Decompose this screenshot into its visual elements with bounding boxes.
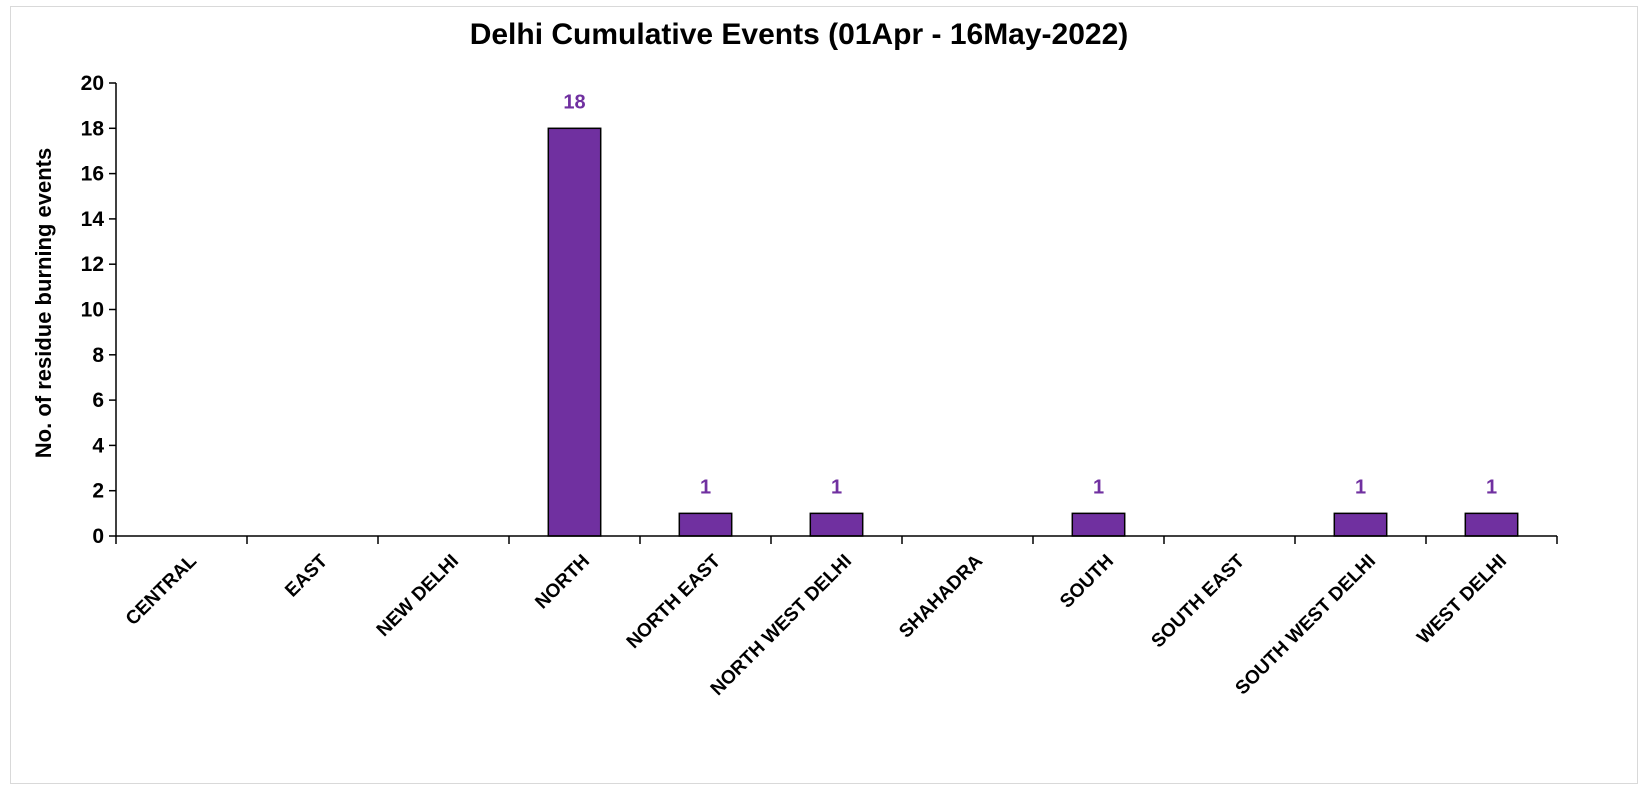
data-label: 1 [1486, 476, 1497, 498]
bar [1464, 512, 1519, 537]
y-tick-label: 16 [81, 163, 104, 186]
data-label: 1 [1355, 476, 1366, 498]
y-tick-label: 8 [92, 344, 104, 367]
x-tick-label: NORTH [531, 551, 594, 614]
x-tick-label: CENTRAL [122, 550, 201, 629]
chart-title: Delhi Cumulative Events (01Apr - 16May-2… [470, 18, 1129, 51]
y-tick-label: 18 [81, 117, 105, 140]
bar [809, 512, 864, 537]
bar [1333, 512, 1388, 537]
bar [547, 127, 602, 537]
bar [678, 512, 733, 537]
y-tick-label: 10 [81, 299, 104, 322]
bar-chart: Delhi Cumulative Events (01Apr - 16May-2… [31, 18, 1558, 700]
bar [1071, 512, 1126, 537]
data-labels-group: 18 1 1 1 1 1 [563, 91, 1497, 498]
y-tick-label: 20 [81, 72, 104, 95]
x-tick-label: SOUTH [1056, 551, 1118, 613]
y-axis-label: No. of residue burning events [31, 148, 56, 458]
data-label: 1 [1093, 476, 1104, 498]
x-tick-label: WEST DELHI [1413, 551, 1511, 649]
x-tick-label: NEW DELHI [373, 551, 463, 641]
y-tick-label: 12 [81, 253, 104, 276]
y-tick-label: 0 [92, 525, 104, 548]
x-tick-label: SHAHADRA [895, 550, 987, 642]
y-axis-ticks: 0 2 4 6 8 10 12 14 16 18 20 [81, 72, 116, 548]
bars-group [547, 127, 1519, 537]
x-tick-label: EAST [281, 550, 332, 601]
x-tick-label: SOUTH EAST [1148, 550, 1250, 652]
x-tick-label: NORTH EAST [623, 550, 725, 652]
data-label: 1 [700, 476, 711, 498]
data-label: 18 [563, 91, 585, 113]
x-tick-label: NORTH WEST DELHI [707, 551, 856, 700]
chart-area: Delhi Cumulative Events (01Apr - 16May-2… [10, 6, 1638, 784]
y-tick-label: 2 [92, 480, 104, 503]
x-axis-ticks: CENTRAL EAST NEW DELHI NORTH NORTH EASTNORTH… [115, 536, 1558, 700]
y-tick-label: 4 [92, 434, 104, 457]
x-tick-label: SOUTH WEST DELHI [1232, 551, 1380, 699]
data-label: 1 [831, 476, 842, 498]
y-tick-label: 6 [92, 389, 104, 412]
y-tick-label: 14 [81, 208, 105, 231]
